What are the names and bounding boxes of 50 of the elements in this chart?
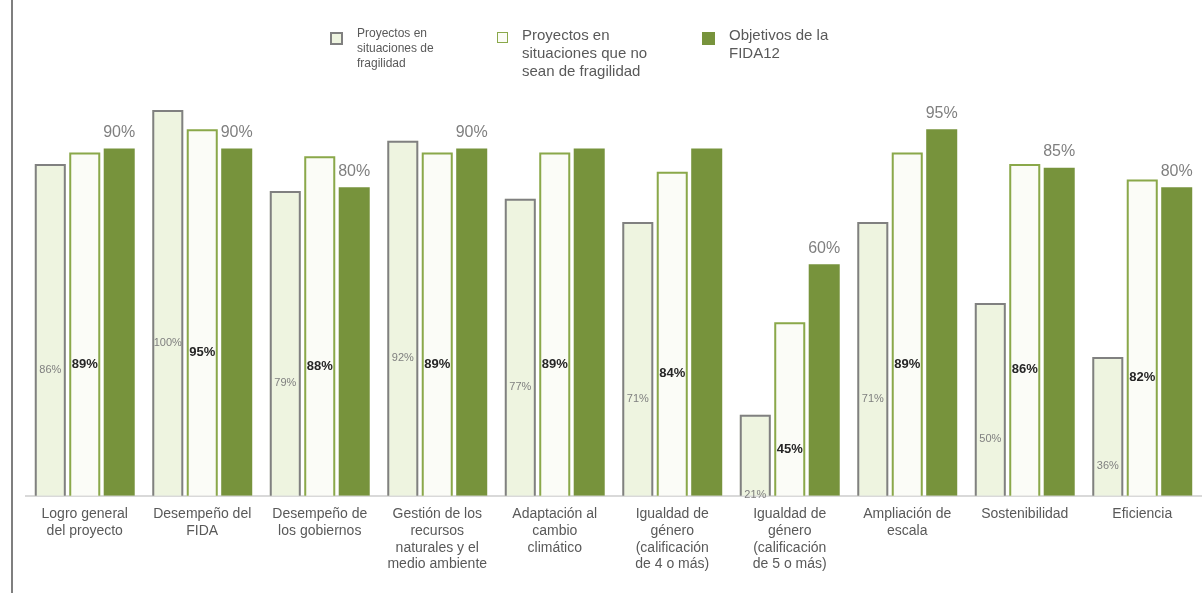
data-label: 95% [925,103,958,121]
bar [691,148,723,496]
data-label: 88% [306,357,334,373]
data-label: 95% [189,344,216,360]
data-label: 45% [776,440,804,456]
bar [221,148,253,496]
x-tick-label: Eficiencia [1112,505,1173,522]
data-label: 84% [659,365,686,381]
x-tick-label: Ampliación de escala [863,505,952,538]
bar [338,187,370,496]
data-label: 90% [455,122,488,140]
data-label: 90% [103,122,136,140]
legend-label: Objetivos de la FIDA12 [729,26,830,62]
x-tick-label: Logro general del proyecto [41,505,128,538]
bar [808,264,840,496]
bar [573,148,605,496]
data-label: 90% [220,122,253,140]
x-tick-label: Igualdad de género (calificación de 4 o más) [635,505,710,572]
data-label: 86% [1011,361,1039,377]
data-label: 80% [1160,161,1193,179]
data-label: 89% [541,355,569,371]
legend-label: Proyectos en situaciones que no sean de fragilidad [522,26,649,80]
bar [1161,187,1193,496]
data-label: 21% [744,488,767,501]
x-tick-label: Desempeño del FIDA [153,505,252,538]
x-tick-label: Gestión de los recursos naturales y el medio ambiente [387,505,488,572]
data-label: 89% [424,355,451,371]
legend-label: Proyectos en situaciones de fragilidad [357,26,435,71]
data-label: 80% [338,161,371,179]
data-label: 79% [274,376,297,389]
data-label: 50% [979,432,1002,445]
data-label: 71% [861,391,884,404]
bar [1043,167,1075,496]
x-tick-label: Desempeño de los gobiernos [272,505,368,538]
x-tick-label: Sostenibilidad [981,505,1069,522]
data-label: 77% [509,380,532,393]
bar [103,148,135,496]
data-label: 36% [1096,459,1119,472]
data-label: 85% [1043,142,1076,160]
data-label: 71% [626,391,649,404]
data-label: 86% [39,362,62,375]
data-label: 82% [1129,369,1156,385]
bar [926,129,958,496]
x-tick-label: Igualdad de género (calificación de 5 o más) [752,505,827,572]
data-label: 92% [391,351,414,364]
x-tick-label: Adaptación al cambio climático [512,505,598,555]
bar [456,148,488,496]
data-label: 60% [808,238,841,256]
data-label: 89% [894,355,921,371]
data-label: 89% [71,355,99,371]
